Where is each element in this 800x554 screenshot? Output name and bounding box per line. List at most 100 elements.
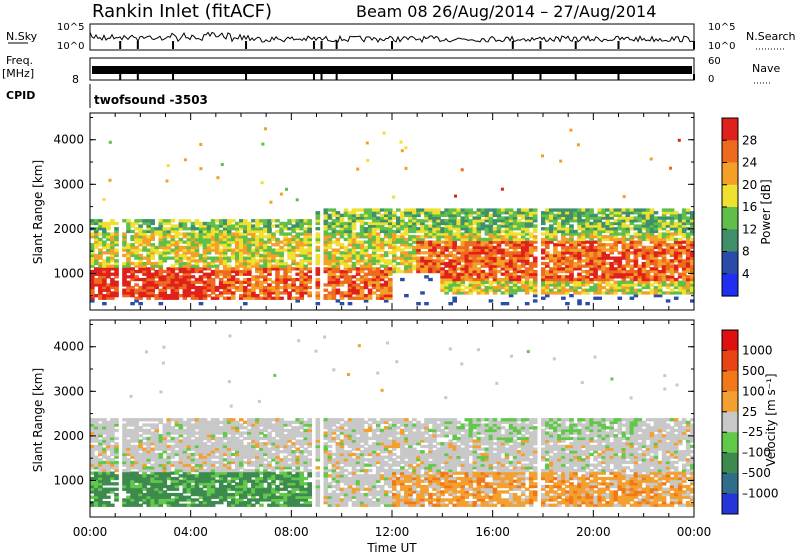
- echo-cell: [182, 296, 188, 300]
- echo-cell: [247, 248, 252, 252]
- echo-cell: [206, 498, 212, 502]
- echo-cell: [528, 248, 534, 252]
- echo-cell: [375, 219, 381, 223]
- echo-cell: [170, 444, 176, 449]
- echo-cell: [665, 208, 671, 212]
- echo-cell: [452, 224, 457, 228]
- echo-cell: [685, 253, 691, 258]
- echo-cell: [420, 208, 425, 212]
- echo-cell: [363, 211, 369, 215]
- echo-cell: [287, 275, 292, 279]
- echo-cell: [367, 291, 373, 295]
- echo-cell: [633, 232, 639, 236]
- echo-cell: [456, 272, 461, 276]
- echo-cell: [138, 479, 143, 483]
- echo-cell: [379, 229, 385, 234]
- echo-cell: [641, 216, 647, 220]
- echo-cell: [186, 442, 192, 446]
- echo-cell: [416, 237, 421, 242]
- echo-cell: [448, 280, 453, 284]
- echo-cell: [557, 269, 562, 274]
- echo-cell: [166, 256, 172, 260]
- echo-cell: [388, 261, 393, 266]
- echo-cell: [94, 463, 99, 467]
- echo-cell: [561, 261, 566, 266]
- echo-cell: [359, 288, 365, 292]
- echo-cell: [335, 277, 341, 282]
- echo-cell: [605, 272, 610, 276]
- echo-cell: [617, 237, 623, 242]
- echo-cell: [351, 224, 357, 228]
- echo-cell: [593, 240, 598, 244]
- echo-cell: [226, 229, 232, 234]
- echo-cell: [299, 277, 304, 282]
- echo-cell: [146, 237, 151, 242]
- echo-cell: [504, 269, 510, 274]
- echo-cell: [561, 229, 566, 234]
- echo-cell: [492, 219, 498, 223]
- echo-cell: [500, 235, 506, 239]
- echo-cell: [408, 261, 413, 266]
- echo-cell: [186, 503, 192, 507]
- echo-cell: [146, 498, 151, 502]
- echo-cell: [541, 277, 546, 282]
- echo-cell: [669, 243, 675, 247]
- echo-cell: [122, 444, 127, 449]
- echo-cell: [162, 495, 168, 499]
- echo-cell: [492, 288, 498, 292]
- echo-cell: [460, 277, 466, 282]
- echo-cell: [359, 269, 365, 274]
- echo-cell: [130, 436, 135, 441]
- echo-cell: [174, 259, 180, 263]
- echo-cell: [589, 248, 594, 252]
- echo-cell: [230, 501, 236, 505]
- echo-cell: [247, 251, 252, 255]
- echo-cell: [130, 431, 135, 435]
- echo-cell: [532, 264, 538, 268]
- echo-cell: [504, 251, 510, 255]
- echo-cell: [158, 296, 164, 300]
- echo-cell: [436, 219, 441, 223]
- echo-cell: [653, 275, 659, 279]
- echo-cell: [251, 288, 256, 292]
- echo-cell: [142, 285, 147, 290]
- echo-cell: [637, 264, 643, 268]
- echo-cell: [90, 275, 95, 279]
- echo-cell: [106, 447, 111, 451]
- echo-cell: [198, 444, 204, 449]
- echo-cell: [400, 219, 405, 223]
- freq-tick: 8: [72, 73, 79, 86]
- echo-cell: [170, 269, 176, 274]
- echo-cell: [162, 288, 168, 292]
- echo-cell: [609, 256, 614, 260]
- echo-cell: [331, 251, 337, 255]
- echo-cell: [573, 232, 578, 236]
- echo-cell: [303, 240, 308, 244]
- echo-cell: [351, 285, 357, 290]
- echo-cell: [641, 237, 647, 242]
- echo-cell: [553, 267, 558, 271]
- echo-cell: [383, 221, 389, 226]
- echo-cell: [601, 229, 606, 234]
- echo-cell: [202, 460, 208, 465]
- echo-cell: [218, 501, 224, 505]
- echo-cell: [202, 434, 208, 438]
- echo-cell: [210, 235, 216, 239]
- echo-cell: [218, 224, 224, 228]
- echo-cell: [681, 216, 687, 220]
- echo-cell: [206, 482, 212, 486]
- echo-cell: [315, 232, 321, 236]
- echo-cell: [508, 224, 514, 228]
- echo-cell: [198, 471, 204, 475]
- echo-cell: [516, 232, 522, 236]
- echo-cell: [379, 221, 385, 226]
- echo-cell: [102, 261, 107, 266]
- echo-cell: [677, 237, 683, 242]
- echo-cell: [400, 259, 405, 263]
- echo-cell: [94, 418, 99, 422]
- echo-cell: [484, 248, 490, 252]
- echo-cell: [557, 285, 562, 290]
- echo-cell: [239, 264, 244, 268]
- echo-cell: [327, 253, 333, 258]
- echo-cell: [480, 240, 486, 244]
